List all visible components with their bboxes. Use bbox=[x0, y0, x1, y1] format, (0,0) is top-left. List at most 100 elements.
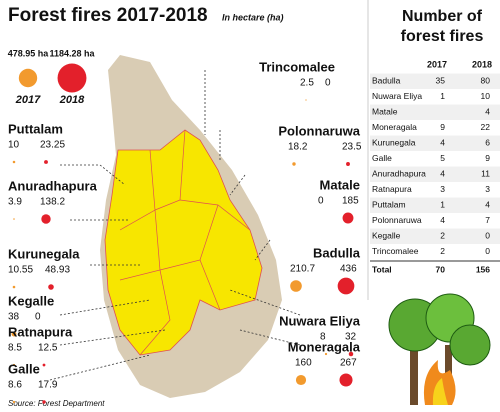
district-name: Anuradhapura bbox=[8, 178, 98, 193]
district-circle bbox=[346, 162, 350, 166]
table-cell: 0 bbox=[485, 230, 490, 240]
table-cell: Puttalam bbox=[372, 199, 406, 209]
table-cell: Matale bbox=[372, 106, 398, 116]
table-cell: 4 bbox=[485, 199, 490, 209]
district-value: 8.6 bbox=[8, 380, 22, 391]
district-name: Polonnaruwa bbox=[278, 123, 360, 138]
district-name: Trincomalee bbox=[259, 59, 335, 74]
table-header: 2017 bbox=[427, 59, 447, 69]
district-circle bbox=[12, 160, 16, 164]
table-row-bg bbox=[370, 151, 500, 167]
district-value: 23.5 bbox=[342, 142, 362, 153]
district-value: 0 bbox=[35, 312, 41, 323]
district-circle bbox=[44, 160, 48, 164]
district-value: 0 bbox=[318, 196, 324, 207]
district-circle bbox=[324, 352, 328, 356]
table-cell: Ratnapura bbox=[372, 184, 412, 194]
district-value: 48.93 bbox=[45, 265, 70, 276]
table-cell: 9 bbox=[440, 122, 445, 132]
table-cell: Anuradhapura bbox=[372, 168, 426, 178]
district-circle bbox=[12, 400, 16, 404]
title: Forest fires 2017-2018 bbox=[8, 5, 208, 26]
table-row-bg bbox=[370, 244, 500, 260]
table-row-bg bbox=[370, 104, 500, 120]
table-header: 2018 bbox=[472, 59, 492, 69]
district-value: 138.2 bbox=[40, 197, 65, 208]
table-cell: 22 bbox=[481, 122, 491, 132]
district-circle bbox=[342, 212, 354, 224]
total-circle bbox=[57, 63, 87, 93]
district-name: Puttalam bbox=[8, 121, 63, 136]
total-label: 1184.28 ha bbox=[49, 48, 95, 58]
total-circle bbox=[18, 68, 38, 88]
table-row-bg bbox=[370, 89, 500, 105]
total-label: 478.95 ha bbox=[8, 48, 50, 58]
district-value: 18.2 bbox=[288, 142, 308, 153]
table-cell: 6 bbox=[485, 137, 490, 147]
district-circle bbox=[42, 400, 46, 404]
district-value: 185 bbox=[342, 196, 359, 207]
district-name: Badulla bbox=[313, 245, 361, 260]
district-circle bbox=[290, 280, 302, 292]
table-row-bg bbox=[370, 228, 500, 244]
district-value: 10.55 bbox=[8, 265, 33, 276]
table-cell: Moneragala bbox=[372, 122, 417, 132]
district-circle bbox=[48, 284, 54, 290]
tree-illustration bbox=[388, 293, 491, 405]
district-circle bbox=[305, 99, 307, 101]
district-name: Ratnapura bbox=[8, 324, 73, 339]
table-cell: 10 bbox=[481, 91, 491, 101]
leader-lines bbox=[49, 70, 301, 381]
table-cell: 4 bbox=[440, 215, 445, 225]
table-cell: 2 bbox=[440, 230, 445, 240]
year-label: 2018 bbox=[59, 94, 85, 106]
district-value: 210.7 bbox=[290, 264, 315, 275]
table-title: forest fires bbox=[401, 28, 484, 45]
table-cell: Kurunegala bbox=[372, 137, 416, 147]
table-row-bg bbox=[370, 213, 500, 229]
district-value: 160 bbox=[295, 358, 312, 369]
table-cell: 0 bbox=[485, 246, 490, 256]
table-cell: 3 bbox=[440, 184, 445, 194]
table-title: Number of bbox=[402, 8, 483, 25]
table-cell: 80 bbox=[481, 75, 491, 85]
table-cell: Badulla bbox=[372, 75, 401, 85]
table-total: 156 bbox=[476, 264, 490, 274]
table-row-bg bbox=[370, 166, 500, 182]
table-row-bg bbox=[370, 135, 500, 151]
table-cell: Polonnaruwa bbox=[372, 215, 422, 225]
table-row-bg bbox=[370, 120, 500, 136]
table-cell: 35 bbox=[436, 75, 446, 85]
district-circle bbox=[13, 218, 15, 220]
district-name: Kurunegala bbox=[8, 246, 80, 261]
table-cell: 4 bbox=[485, 106, 490, 116]
district-circle bbox=[42, 363, 46, 367]
table-row-bg bbox=[370, 197, 500, 213]
district-value: 8.5 bbox=[8, 343, 22, 354]
district-circle bbox=[12, 363, 16, 367]
table-cell: Nuwara Eliya bbox=[372, 91, 422, 101]
district-value: 17.9 bbox=[38, 380, 58, 391]
district-value: 32 bbox=[345, 332, 357, 343]
district-circle bbox=[339, 373, 353, 387]
table-cell: 2 bbox=[440, 246, 445, 256]
table-cell: 4 bbox=[440, 168, 445, 178]
district-name: Nuwara Eliya bbox=[279, 313, 361, 328]
district-value: 8 bbox=[320, 332, 326, 343]
district-value: 12.5 bbox=[38, 343, 58, 354]
district-name: Matale bbox=[320, 177, 360, 192]
table-cell: 11 bbox=[481, 168, 490, 178]
table-cell: 9 bbox=[485, 153, 490, 163]
table-cell: 1 bbox=[440, 199, 445, 209]
district-value: 10 bbox=[8, 140, 20, 151]
district-name: Moneragala bbox=[288, 339, 361, 354]
district-value: 2.5 bbox=[300, 78, 314, 89]
district-value: 23.25 bbox=[40, 140, 65, 151]
subtitle: In hectare (ha) bbox=[222, 12, 284, 22]
table-total: 70 bbox=[436, 264, 446, 274]
table-row-bg bbox=[370, 182, 500, 198]
district-name: Galle bbox=[8, 361, 40, 376]
district-circle bbox=[41, 214, 51, 224]
table-cell: 1 bbox=[440, 91, 445, 101]
